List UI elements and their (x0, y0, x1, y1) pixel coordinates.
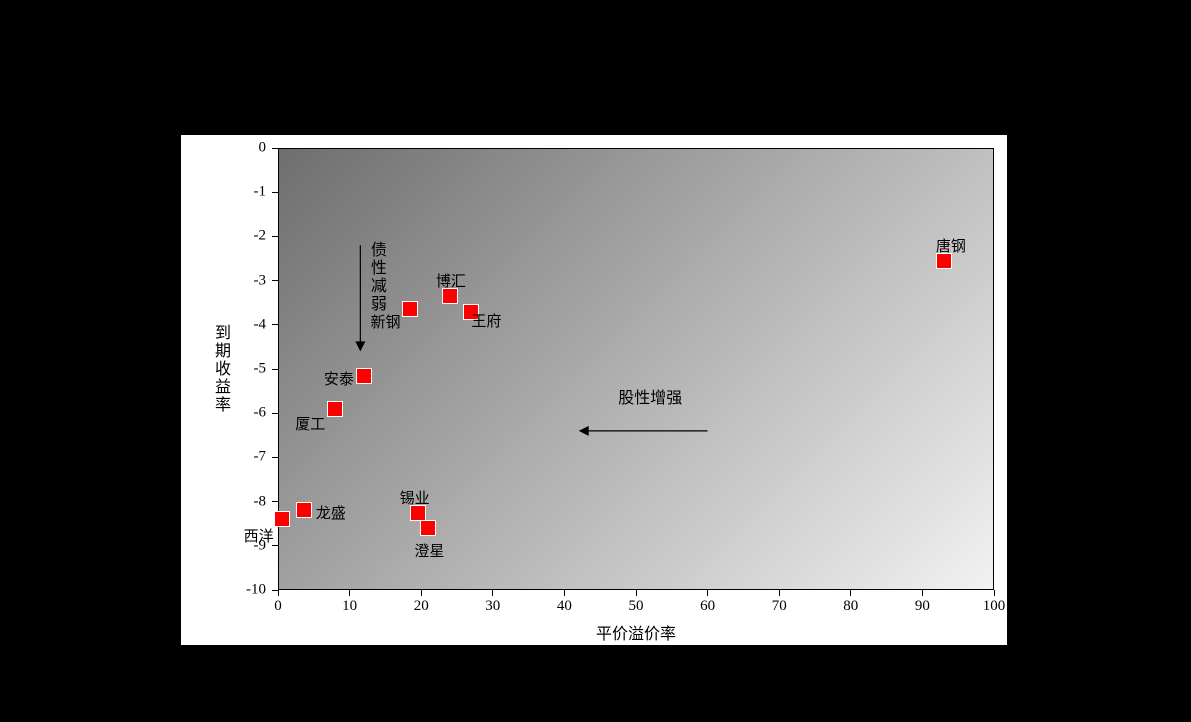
arrow-left-icon (0, 0, 1191, 722)
